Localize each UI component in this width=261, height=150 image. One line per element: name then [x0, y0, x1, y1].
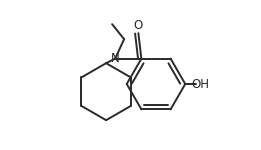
Text: O: O [134, 20, 143, 32]
Text: N: N [111, 52, 120, 65]
Text: OH: OH [191, 78, 209, 90]
